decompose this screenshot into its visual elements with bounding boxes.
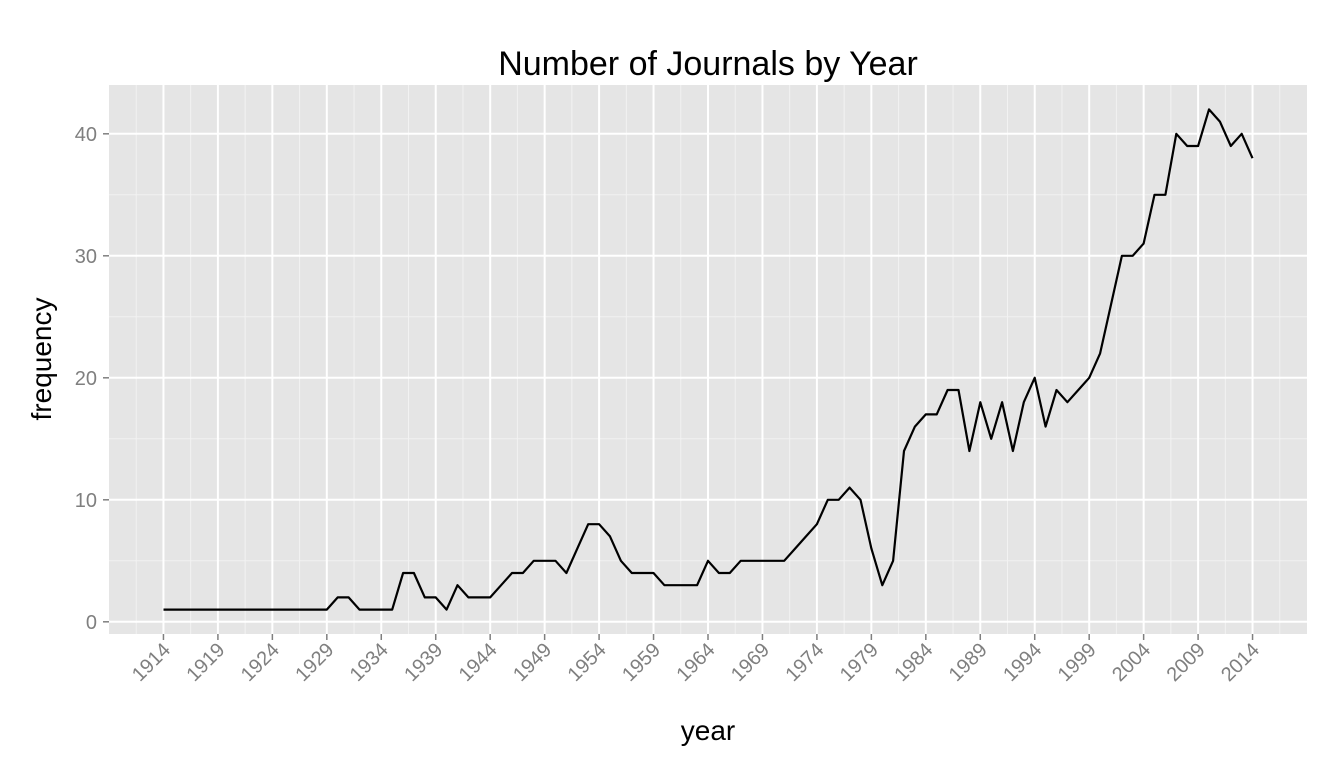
x-tick-label: 1954 xyxy=(564,639,611,686)
x-tick-label: 1944 xyxy=(455,639,502,686)
x-tick-label: 2004 xyxy=(1108,639,1155,686)
y-tick-label: 20 xyxy=(75,368,97,390)
x-tick-label: 1989 xyxy=(945,639,992,686)
minor-gridlines xyxy=(109,85,1307,634)
x-tick-label: 1994 xyxy=(999,639,1046,686)
major-gridlines xyxy=(109,85,1307,634)
series-layer xyxy=(163,108,1254,611)
x-tick-label: 1919 xyxy=(182,639,229,686)
x-tick-label: 2009 xyxy=(1163,639,1210,686)
x-tick-label: 1969 xyxy=(727,639,774,686)
y-axis-title: frequency xyxy=(26,298,57,421)
series-line xyxy=(163,108,1254,611)
x-tick-label: 1924 xyxy=(237,639,284,686)
x-tick-label: 1914 xyxy=(128,639,175,686)
x-tick-label: 1959 xyxy=(618,639,665,686)
y-tick-label: 30 xyxy=(75,246,97,268)
x-tick-label: 1979 xyxy=(836,639,883,686)
y-axis: 0 10 20 30 40 xyxy=(75,124,109,634)
y-tick-label: 40 xyxy=(75,124,97,146)
x-tick-label: 1934 xyxy=(346,639,393,686)
x-tick-label: 1964 xyxy=(673,639,720,686)
x-axis: 1914 1919 1924 1929 1934 1939 1944 1949 1954 1959… xyxy=(128,634,1264,686)
x-tick-label: 2014 xyxy=(1217,639,1264,686)
x-tick-label: 1949 xyxy=(509,639,556,686)
x-tick-label: 1939 xyxy=(400,639,447,686)
x-tick-label: 1974 xyxy=(781,639,828,686)
x-axis-title: year xyxy=(681,715,735,746)
chart-title: Number of Journals by Year xyxy=(498,45,918,83)
x-tick-label: 1929 xyxy=(291,639,338,686)
y-tick-label: 10 xyxy=(75,490,97,512)
x-tick-label: 1999 xyxy=(1054,639,1101,686)
x-tick-label: 1984 xyxy=(890,639,937,686)
y-tick-label: 0 xyxy=(86,612,97,634)
